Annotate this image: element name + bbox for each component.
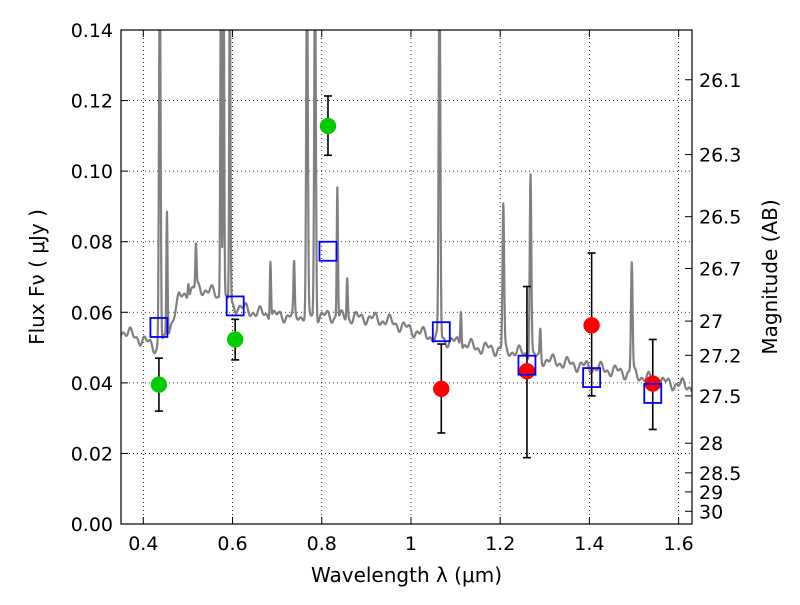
y2-tick-label: 26.1	[699, 70, 741, 92]
x-tick-label: 1.6	[664, 533, 694, 555]
y2-tick-label: 26.7	[699, 259, 741, 281]
x-axis-title: Wavelength λ (μm)	[311, 563, 502, 587]
axes: 0.4 0.6 0.8 1 1.2 1.4 1.6 0.00 0.02 0.04 0.06 0.08 0…	[25, 20, 782, 587]
grid	[121, 29, 692, 525]
data-point-square	[225, 295, 245, 317]
y-tick-label: 0.14	[71, 20, 113, 42]
data-point-circle	[433, 380, 450, 398]
data-point-square	[431, 321, 451, 343]
data-point-circle	[150, 376, 168, 393]
x-tick-label: 1.2	[485, 533, 515, 555]
y-tick-label: 0.10	[71, 161, 113, 183]
data-point-circle	[583, 317, 600, 334]
y2-tick-label: 29	[699, 482, 723, 504]
y-tick-label: 0.08	[71, 232, 113, 254]
data-marks	[149, 95, 663, 459]
x-tick-label: 0.4	[128, 533, 158, 555]
y-tick-label: 0.04	[71, 373, 113, 395]
data-point-circle	[518, 362, 536, 380]
x-tick-label: 1.4	[574, 533, 604, 555]
y2-tick-label: 26.5	[699, 207, 741, 229]
y2-tick-label: 27.2	[699, 345, 741, 367]
x-tick-label: 0.8	[307, 533, 337, 555]
y-tick-label: 0.00	[71, 514, 113, 536]
data-point-square	[318, 240, 338, 262]
y-tick-label: 0.02	[71, 443, 113, 465]
plot-frame	[120, 29, 693, 525]
y-tick-label: 0.06	[71, 302, 113, 324]
data-point-circle	[226, 331, 244, 348]
data-point-circle	[319, 117, 337, 135]
y2-tick-label: 30	[699, 501, 723, 523]
y2-tick-label: 28.5	[699, 463, 741, 485]
data-point-square	[149, 317, 169, 338]
y2-tick-label: 26.3	[699, 145, 741, 167]
model-spectrum	[121, 30, 692, 392]
y2-tick-label: 28	[699, 433, 723, 455]
y-tick-label: 0.12	[71, 91, 113, 113]
data-point-square	[582, 367, 602, 388]
data-point-square	[517, 354, 537, 376]
data-point-square	[643, 383, 663, 404]
model-spectrum-line	[121, 30, 692, 392]
x-tick-label: 1	[405, 533, 417, 555]
y-axis-title: Flux Fν ( μJy )	[25, 209, 49, 345]
y2-tick-label: 27	[699, 311, 723, 333]
y2-axis-title: Magnitude (AB)	[758, 199, 782, 354]
y2-tick-label: 27.5	[699, 386, 741, 408]
x-tick-label: 0.6	[217, 533, 247, 555]
